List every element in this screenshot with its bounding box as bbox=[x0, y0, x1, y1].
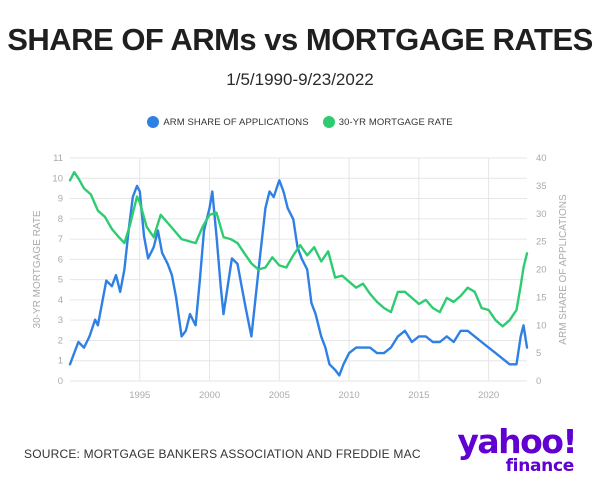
left-tick-label: 3 bbox=[58, 315, 63, 326]
x-tick-label: 2010 bbox=[339, 390, 360, 401]
chart-subtitle: 1/5/1990-9/23/2022 bbox=[226, 70, 374, 89]
legend-item-rate: 30-YR MORTGAGE RATE bbox=[322, 116, 453, 128]
left-tick-label: 6 bbox=[58, 254, 63, 265]
series-line-arm-share bbox=[68, 179, 529, 377]
x-tick-label: 1995 bbox=[129, 390, 150, 401]
left-tick-label: 9 bbox=[58, 194, 63, 205]
left-tick-label: 7 bbox=[58, 234, 63, 245]
legend-swatch-arm bbox=[147, 116, 160, 128]
chart-title: SHARE OF ARMs vs MORTGAGE RATES bbox=[7, 22, 593, 57]
left-tick-label: 5 bbox=[58, 275, 63, 286]
left-tick-label: 1 bbox=[58, 356, 63, 367]
left-tick-label: 8 bbox=[58, 214, 63, 225]
right-tick-label: 25 bbox=[536, 237, 547, 248]
left-tick-label: 10 bbox=[52, 173, 63, 184]
right-axis-title: ARM SHARE OF APPLICATIONS bbox=[558, 194, 569, 345]
left-axis-title: 30-YR MORTGAGE RATE bbox=[32, 210, 43, 328]
x-tick-label: 2005 bbox=[269, 390, 290, 401]
yahoo-finance-logo: yahoo! finance bbox=[457, 422, 584, 481]
x-tick-label: 2000 bbox=[199, 390, 220, 401]
right-tick-label: 5 bbox=[536, 348, 541, 359]
logo-subtitle: finance bbox=[505, 456, 575, 476]
right-tick-label: 10 bbox=[536, 320, 547, 331]
chart-legend: ARM SHARE OF APPLICATIONS 30-YR MORTGAGE… bbox=[0, 116, 600, 128]
logo-wordmark: yahoo! bbox=[457, 422, 577, 461]
left-tick-label: 2 bbox=[58, 335, 63, 346]
left-tick-label: 11 bbox=[53, 153, 63, 164]
legend-item-arm: ARM SHARE OF APPLICATIONS bbox=[147, 116, 309, 128]
right-tick-label: 35 bbox=[536, 181, 547, 192]
left-tick-label: 4 bbox=[58, 295, 63, 306]
right-tick-label: 40 bbox=[536, 153, 547, 164]
left-tick-label: 0 bbox=[58, 376, 63, 387]
series-line-mortgage-rate bbox=[68, 170, 529, 328]
right-tick-label: 20 bbox=[536, 265, 547, 276]
legend-label-rate: 30-YR MORTGAGE RATE bbox=[338, 116, 453, 128]
legend-label-arm: ARM SHARE OF APPLICATIONS bbox=[163, 116, 309, 128]
legend-swatch-rate bbox=[322, 116, 335, 128]
source-note: SOURCE: MORTGAGE BANKERS ASSOCIATION AND… bbox=[24, 447, 421, 461]
right-tick-label: 30 bbox=[536, 209, 547, 220]
x-tick-label: 2020 bbox=[478, 390, 499, 401]
right-tick-label: 0 bbox=[536, 376, 541, 387]
right-tick-label: 15 bbox=[536, 292, 547, 303]
x-tick-label: 2015 bbox=[408, 390, 429, 401]
